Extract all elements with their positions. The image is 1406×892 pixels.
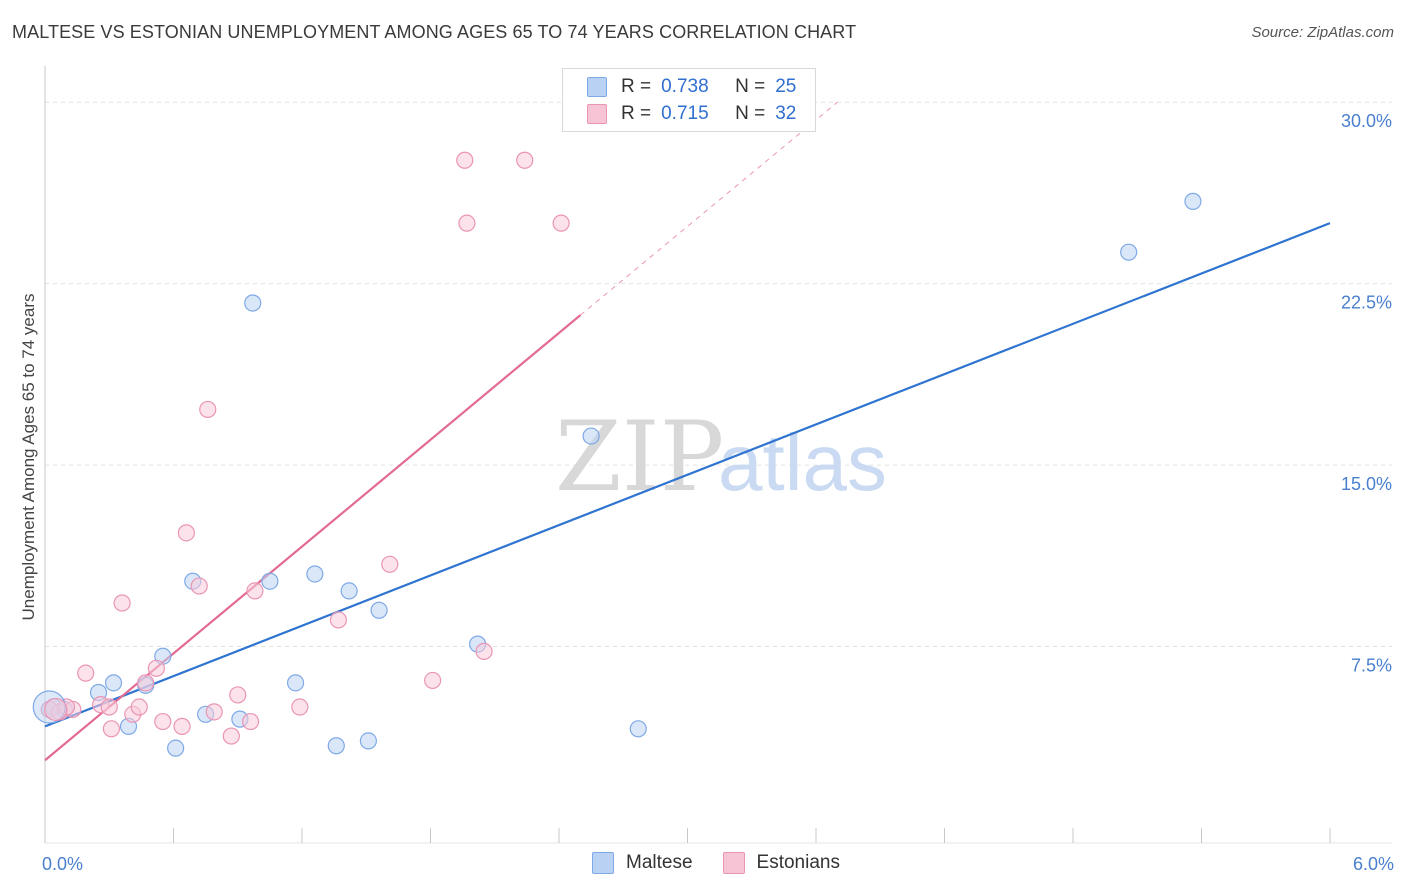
legend-label-estonians: Estonians <box>756 852 840 873</box>
y-tick-label: 30.0% <box>1341 111 1392 131</box>
estonians-point[interactable] <box>147 659 165 677</box>
maltese-point[interactable] <box>286 674 305 692</box>
watermark-zip: ZIP <box>555 401 724 513</box>
maltese-point[interactable] <box>340 582 358 600</box>
estonians-point[interactable] <box>113 594 131 612</box>
y-tick-label: 7.5% <box>1351 656 1392 676</box>
estonians-cluster-point[interactable] <box>44 697 68 722</box>
estonians-point[interactable] <box>102 720 120 738</box>
series-legend: Maltese Estonians <box>592 852 870 874</box>
estonians-point[interactable] <box>137 674 155 692</box>
estonians-point[interactable] <box>177 524 195 542</box>
source-credit: Source: ZipAtlas.com <box>1251 24 1394 41</box>
legend-row-maltese: R = 0.738 N = 25 <box>587 75 796 99</box>
estonians-point[interactable] <box>77 664 95 682</box>
x-tick-label: 0.0% <box>42 854 83 874</box>
legend-row-estonians: R = 0.715 N = 32 <box>587 102 796 126</box>
legend-r-label: R = <box>621 76 652 97</box>
maltese-point[interactable] <box>244 294 262 312</box>
estonians-point[interactable] <box>205 703 223 721</box>
maltese-point[interactable] <box>167 739 185 757</box>
estonians-point[interactable] <box>516 151 534 169</box>
maltese-trend-line <box>44 222 1331 728</box>
maltese-point[interactable] <box>306 565 324 583</box>
estonians-swatch <box>587 104 607 124</box>
legend-r-value: 0.738 <box>661 76 709 97</box>
legend-r-value: 0.715 <box>661 103 709 124</box>
estonians-point[interactable] <box>190 577 208 595</box>
trend-lines <box>44 101 1331 762</box>
legend-n-value: 32 <box>775 103 797 124</box>
maltese-swatch <box>592 852 614 874</box>
estonians-point[interactable] <box>130 698 148 716</box>
estonians-point[interactable] <box>100 698 118 716</box>
estonians-point[interactable] <box>173 717 191 735</box>
estonians-point[interactable] <box>424 671 442 690</box>
estonians-point[interactable] <box>475 642 493 660</box>
y-tick-label: 15.0% <box>1341 474 1392 494</box>
legend-label-maltese: Maltese <box>626 852 693 873</box>
maltese-point[interactable] <box>629 720 647 738</box>
estonians-point[interactable] <box>242 712 260 731</box>
maltese-point[interactable] <box>370 601 388 619</box>
estonians-point[interactable] <box>154 712 172 731</box>
estonians-swatch <box>722 852 745 874</box>
chart-title: MALTESE VS ESTONIAN UNEMPLOYMENT AMONG A… <box>12 22 857 42</box>
zipatlas-watermark: ZIP atlas <box>555 401 887 513</box>
maltese-point[interactable] <box>582 427 600 445</box>
maltese-point[interactable] <box>1184 192 1202 210</box>
maltese-point[interactable] <box>1120 243 1138 261</box>
legend-item-estonians[interactable]: Estonians <box>722 852 840 874</box>
legend-item-maltese[interactable]: Maltese <box>592 852 693 874</box>
maltese-point[interactable] <box>327 737 345 755</box>
gridlines <box>45 101 1392 648</box>
estonians-point[interactable] <box>329 611 348 629</box>
maltese-swatch <box>587 77 607 97</box>
data-points <box>32 151 1202 757</box>
estonians-point[interactable] <box>222 727 240 745</box>
maltese-point[interactable] <box>104 674 123 692</box>
estonians-point[interactable] <box>246 582 264 600</box>
maltese-point[interactable] <box>261 572 279 590</box>
estonians-point[interactable] <box>552 214 570 232</box>
estonians-point[interactable] <box>291 698 309 716</box>
estonians-point[interactable] <box>458 214 476 232</box>
legend-r-label: R = <box>621 103 652 124</box>
tick-labels: 7.5% 15.0% 22.5% 30.0% 0.0% 6.0% <box>42 111 1394 874</box>
y-axis-title: Unemployment Among Ages 65 to 74 years <box>19 294 38 621</box>
x-tick-label: 6.0% <box>1353 854 1394 874</box>
watermark-atlas: atlas <box>718 418 887 507</box>
estonians-trend-line <box>44 314 582 762</box>
maltese-point[interactable] <box>359 732 377 750</box>
estonians-point[interactable] <box>456 151 474 169</box>
estonians-point[interactable] <box>229 686 247 704</box>
y-tick-label: 22.5% <box>1341 293 1392 313</box>
legend-n-value: 25 <box>775 76 797 97</box>
correlation-legend: R = 0.738 N = 25 R = 0.715 N = 32 <box>562 68 816 132</box>
legend-n-label: N = <box>735 103 766 124</box>
legend-n-label: N = <box>735 76 766 97</box>
estonians-point[interactable] <box>381 555 399 573</box>
estonians-point[interactable] <box>199 400 217 419</box>
